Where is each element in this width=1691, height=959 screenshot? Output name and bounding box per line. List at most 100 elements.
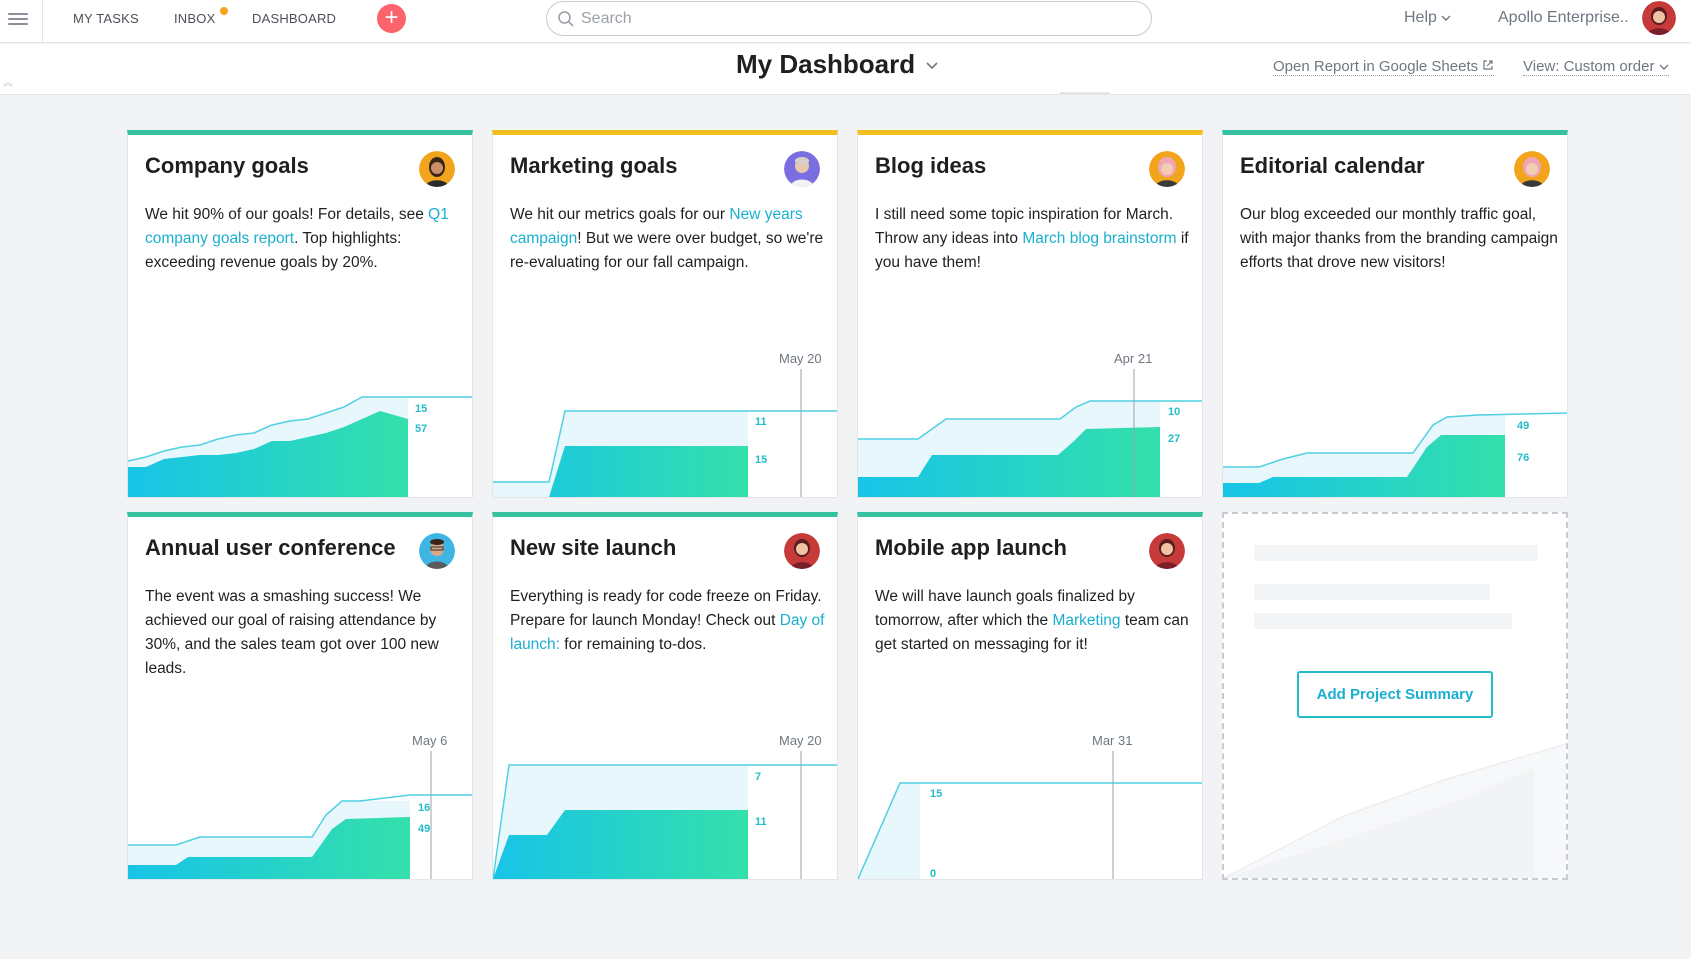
project-card-company-goals[interactable]: Company goals We hit 90% of our goals! F… (127, 130, 473, 498)
remaining-count: 15 (930, 788, 942, 800)
avatar-icon (1149, 533, 1185, 569)
remaining-count: 10 (1168, 406, 1180, 418)
burnup-chart: Mar 31 15 0 (858, 733, 1202, 879)
nav-inbox[interactable]: INBOX (174, 11, 216, 26)
chevron-down-icon[interactable] (925, 61, 939, 71)
avatar-icon (784, 533, 820, 569)
burnup-chart: 15 57 (128, 396, 472, 497)
help-menu[interactable]: Help (1404, 9, 1451, 27)
project-card-editorial-calendar[interactable]: Editorial calendar Our blog exceeded our… (1222, 130, 1568, 498)
summary-text: for remaining to-dos. (559, 636, 707, 653)
project-card-marketing-goals[interactable]: Marketing goals We hit our metrics goals… (492, 130, 838, 498)
placeholder-bar (1254, 545, 1538, 561)
divider (1060, 92, 1110, 94)
hamburger-menu-icon[interactable] (8, 10, 28, 30)
search-icon (558, 11, 574, 27)
completed-count: 15 (755, 454, 767, 466)
summary-text: team can get started on messaging for it… (875, 612, 1189, 653)
summary-text: ! But we were over budget, so we're re-e… (510, 230, 824, 271)
summary-text: We will have launch goals finalized by t… (875, 588, 1135, 629)
summary-text: I still need some topic inspiration for … (875, 206, 1174, 247)
avatar-icon (419, 151, 455, 187)
open-report-label: Open Report in Google Sheets (1273, 58, 1479, 75)
add-project-summary-button[interactable]: Add Project Summary (1297, 671, 1493, 718)
card-title: Editorial calendar (1240, 153, 1425, 178)
project-card-blog-ideas[interactable]: Blog ideas I still need some topic inspi… (857, 130, 1203, 498)
search-box[interactable] (546, 1, 1152, 36)
completed-count: 49 (418, 823, 430, 835)
remaining-count: 49 (1517, 420, 1529, 432)
summary-link[interactable]: New years campaign (510, 206, 803, 247)
quick-add-button[interactable]: + (377, 4, 406, 33)
card-title: New site launch (510, 535, 677, 560)
owner-avatar[interactable] (784, 533, 820, 569)
card-title: Mobile app launch (875, 535, 1067, 560)
org-switcher[interactable]: Apollo Enterprise.. (1498, 9, 1629, 26)
card-summary: I still need some topic inspiration for … (875, 203, 1195, 275)
summary-text: if you have them! (875, 230, 1189, 271)
summary-text: Our blog exceeded our monthly traffic go… (1240, 206, 1558, 271)
placeholder-bar (1254, 613, 1512, 629)
summary-link[interactable]: Day of launch: (510, 612, 825, 653)
summary-link[interactable]: Marketing (1052, 612, 1121, 629)
placeholder-chart (1224, 743, 1566, 878)
project-card-new-site-launch[interactable]: New site launch Everything is ready for … (492, 512, 838, 880)
remaining-count: 7 (755, 771, 761, 783)
burnup-chart: May 6 16 49 (128, 733, 472, 879)
owner-avatar[interactable] (419, 151, 455, 187)
project-card-annual-user-conference[interactable]: Annual user conference The event was a s… (127, 512, 473, 880)
owner-avatar[interactable] (419, 533, 455, 569)
placeholder-bar (1254, 584, 1490, 600)
date-marker: May 20 (779, 733, 822, 748)
burnup-chart: May 20 7 11 (493, 733, 837, 879)
date-marker: Apr 21 (1114, 351, 1152, 366)
dashboard-header: ︽ My Dashboard Open Report in Google She… (0, 44, 1691, 95)
date-marker: May 6 (412, 733, 447, 748)
inbox-notification-dot (220, 7, 228, 15)
owner-avatar[interactable] (1149, 533, 1185, 569)
nav-dashboard[interactable]: DASHBOARD (252, 11, 337, 26)
project-card-mobile-app-launch[interactable]: Mobile app launch We will have launch go… (857, 512, 1203, 880)
summary-link[interactable]: March blog brainstorm (1022, 230, 1177, 247)
card-summary: We hit our metrics goals for our New yea… (510, 203, 830, 275)
owner-avatar[interactable] (1514, 151, 1550, 187)
owner-avatar[interactable] (784, 151, 820, 187)
card-summary: Our blog exceeded our monthly traffic go… (1240, 203, 1560, 275)
remaining-count: 16 (418, 802, 430, 814)
user-avatar-icon (1642, 1, 1676, 35)
summary-text: We hit 90% of our goals! For details, se… (145, 206, 429, 223)
summary-text: We hit our metrics goals for our (510, 206, 730, 223)
completed-count: 76 (1517, 452, 1529, 464)
avatar-icon (1514, 151, 1550, 187)
search-input[interactable] (581, 8, 1141, 30)
avatar-icon (784, 151, 820, 187)
avatar-icon (419, 533, 455, 569)
burnup-chart: May 20 11 15 (493, 351, 837, 497)
remaining-count: 15 (415, 403, 427, 415)
completed-count: 27 (1168, 433, 1180, 445)
collapse-icon[interactable]: ︽ (3, 78, 13, 89)
summary-text: The event was a smashing success! We ach… (145, 588, 439, 677)
help-label: Help (1404, 9, 1437, 26)
card-summary: The event was a smashing success! We ach… (145, 585, 465, 681)
completed-count: 57 (415, 423, 427, 435)
view-order-dropdown[interactable]: View: Custom order (1523, 58, 1669, 76)
page-title[interactable]: My Dashboard (736, 49, 916, 79)
nav-my-tasks[interactable]: MY TASKS (73, 11, 139, 26)
divider (42, 0, 43, 43)
external-link-icon (1483, 60, 1493, 70)
avatar-icon (1149, 151, 1185, 187)
card-title: Annual user conference (145, 535, 396, 560)
completed-count: 0 (930, 868, 936, 879)
top-bar: MY TASKS INBOX DASHBOARD + Help Apollo E… (0, 0, 1691, 43)
summary-link[interactable]: Q1 company goals report (145, 206, 449, 247)
view-order-label: View: Custom order (1523, 58, 1655, 75)
user-avatar[interactable] (1642, 1, 1676, 35)
date-marker: May 20 (779, 351, 822, 366)
burnup-chart: Apr 21 10 27 (858, 351, 1202, 497)
owner-avatar[interactable] (1149, 151, 1185, 187)
summary-text: Everything is ready for code freeze on F… (510, 588, 822, 629)
open-report-link[interactable]: Open Report in Google Sheets (1273, 58, 1495, 76)
chevron-down-icon (1441, 15, 1451, 21)
card-summary: We will have launch goals finalized by t… (875, 585, 1195, 657)
